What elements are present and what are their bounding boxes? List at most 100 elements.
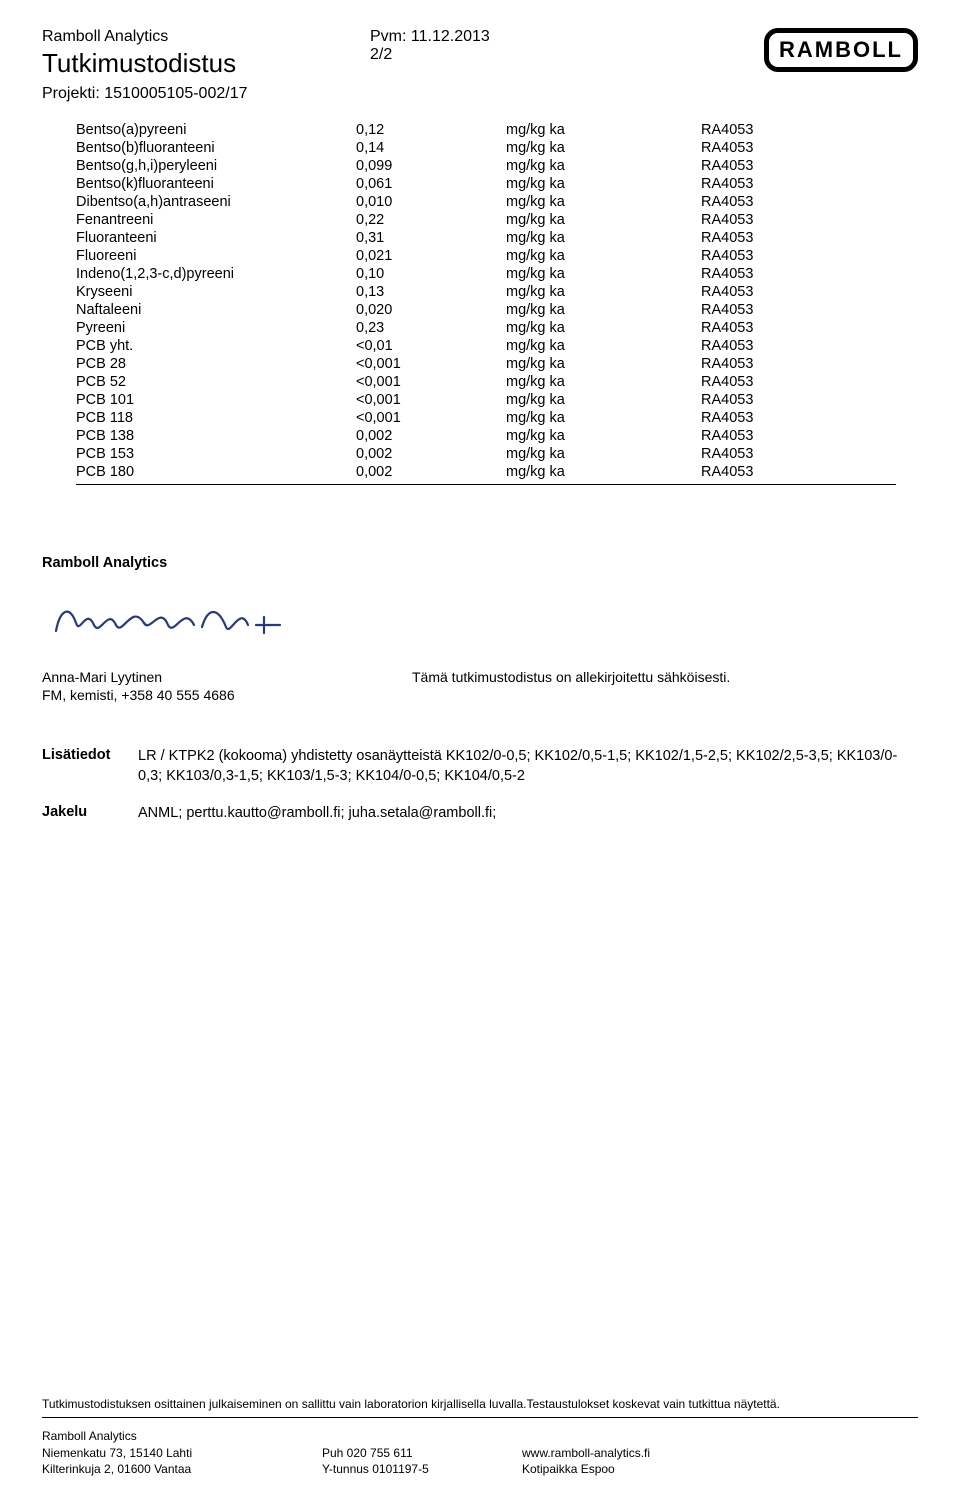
analyte-value: 0,13 — [356, 283, 506, 301]
table-row: Bentso(b)fluoranteeni0,14mg/kg kaRA4053 — [76, 139, 896, 157]
analyte-name: Kryseeni — [76, 283, 356, 301]
analyte-value: 0,061 — [356, 175, 506, 193]
signature-svg — [50, 597, 310, 641]
method-code: RA4053 — [701, 337, 896, 355]
page-number: 2/2 — [370, 46, 490, 64]
method-code: RA4053 — [701, 445, 896, 463]
jakelu-row: Jakelu ANML; perttu.kautto@ramboll.fi; j… — [42, 804, 918, 824]
table-row: PCB 118<0,001mg/kg kaRA4053 — [76, 409, 896, 427]
table-row: PCB 1800,002mg/kg kaRA4053 — [76, 463, 896, 485]
table-row: Pyreeni0,23mg/kg kaRA4053 — [76, 319, 896, 337]
lisatiedot-text: LR / KTPK2 (kokooma) yhdistetty osanäytt… — [138, 747, 898, 786]
ramboll-logo: RAMBOLL — [764, 28, 918, 72]
analyte-value: 0,010 — [356, 193, 506, 211]
method-code: RA4053 — [701, 319, 896, 337]
method-code: RA4053 — [701, 121, 896, 139]
footer-columns: Ramboll Analytics Niemenkatu 73, 15140 L… — [42, 1428, 918, 1477]
analyte-name: PCB 28 — [76, 355, 356, 373]
analyte-value: 0,002 — [356, 463, 506, 485]
analyte-unit: mg/kg ka — [506, 391, 701, 409]
table-row: PCB 1380,002mg/kg kaRA4053 — [76, 427, 896, 445]
analyte-name: Bentso(k)fluoranteeni — [76, 175, 356, 193]
method-code: RA4053 — [701, 283, 896, 301]
header-meta: Pvm: 11.12.2013 2/2 — [370, 28, 490, 64]
analyte-name: PCB 180 — [76, 463, 356, 485]
footer-col-2: Puh 020 755 611 Y-tunnus 0101197-5 — [322, 1428, 522, 1477]
analyte-value: <0,001 — [356, 391, 506, 409]
method-code: RA4053 — [701, 229, 896, 247]
table-row: PCB 101<0,001mg/kg kaRA4053 — [76, 391, 896, 409]
table-row: Bentso(g,h,i)peryleeni0,099mg/kg kaRA405… — [76, 157, 896, 175]
method-code: RA4053 — [701, 139, 896, 157]
analyte-unit: mg/kg ka — [506, 355, 701, 373]
analyte-name: Naftaleeni — [76, 301, 356, 319]
analyte-name: PCB 101 — [76, 391, 356, 409]
analyte-value: 0,31 — [356, 229, 506, 247]
analyte-unit: mg/kg ka — [506, 229, 701, 247]
analyte-name: PCB 153 — [76, 445, 356, 463]
analyte-unit: mg/kg ka — [506, 373, 701, 391]
method-code: RA4053 — [701, 247, 896, 265]
signer-title: FM, kemisti, +358 40 555 4686 — [42, 687, 412, 703]
footer-col-1: Ramboll Analytics Niemenkatu 73, 15140 L… — [42, 1428, 322, 1477]
method-code: RA4053 — [701, 391, 896, 409]
analyte-unit: mg/kg ka — [506, 139, 701, 157]
analyte-name: Fluoreeni — [76, 247, 356, 265]
info-block: Lisätiedot LR / KTPK2 (kokooma) yhdistet… — [42, 747, 918, 824]
table-row: PCB 52<0,001mg/kg kaRA4053 — [76, 373, 896, 391]
footer-kotipaikka: Kotipaikka Espoo — [522, 1461, 650, 1477]
table-row: Dibentso(a,h)antraseeni0,010mg/kg kaRA40… — [76, 193, 896, 211]
project-line: Projekti: 1510005105-002/17 — [42, 85, 764, 103]
analyte-name: Indeno(1,2,3-c,d)pyreeni — [76, 265, 356, 283]
date-line: Pvm: 11.12.2013 — [370, 28, 490, 46]
analyte-value: 0,23 — [356, 319, 506, 337]
analyte-unit: mg/kg ka — [506, 337, 701, 355]
method-code: RA4053 — [701, 211, 896, 229]
footer-addr-2: Kilterinkuja 2, 01600 Vantaa — [42, 1461, 322, 1477]
analyte-name: PCB 118 — [76, 409, 356, 427]
analyte-unit: mg/kg ka — [506, 175, 701, 193]
method-code: RA4053 — [701, 157, 896, 175]
analyte-value: <0,001 — [356, 373, 506, 391]
method-code: RA4053 — [701, 301, 896, 319]
analyte-name: PCB yht. — [76, 337, 356, 355]
analyte-value: 0,10 — [356, 265, 506, 283]
table-row: Fluoreeni0,021mg/kg kaRA4053 — [76, 247, 896, 265]
signature-image — [50, 597, 918, 641]
footer-company: Ramboll Analytics — [42, 1428, 322, 1444]
header-logo-wrap: RAMBOLL — [764, 28, 918, 72]
method-code: RA4053 — [701, 175, 896, 193]
esign-note: Tämä tutkimustodistus on allekirjoitettu… — [412, 669, 730, 703]
analyte-value: 0,002 — [356, 427, 506, 445]
table-row: Bentso(a)pyreeni0,12mg/kg kaRA4053 — [76, 121, 896, 139]
jakelu-label: Jakelu — [42, 804, 138, 824]
analyte-name: PCB 52 — [76, 373, 356, 391]
method-code: RA4053 — [701, 265, 896, 283]
analyte-value: 0,14 — [356, 139, 506, 157]
footer-phone: Puh 020 755 611 — [322, 1445, 522, 1461]
analyte-value: 0,22 — [356, 211, 506, 229]
analyte-name: PCB 138 — [76, 427, 356, 445]
table-row: Fluoranteeni0,31mg/kg kaRA4053 — [76, 229, 896, 247]
analyte-unit: mg/kg ka — [506, 319, 701, 337]
analyte-name: Bentso(g,h,i)peryleeni — [76, 157, 356, 175]
analyte-unit: mg/kg ka — [506, 157, 701, 175]
jakelu-text: ANML; perttu.kautto@ramboll.fi; juha.set… — [138, 804, 496, 824]
table-row: Fenantreeni0,22mg/kg kaRA4053 — [76, 211, 896, 229]
table-row: PCB yht.<0,01mg/kg kaRA4053 — [76, 337, 896, 355]
analyte-value: <0,001 — [356, 355, 506, 373]
analyte-value: 0,12 — [356, 121, 506, 139]
analyte-value: <0,001 — [356, 409, 506, 427]
signature-section: Ramboll Analytics Anna-Mari Lyytinen FM,… — [42, 555, 918, 824]
analyte-unit: mg/kg ka — [506, 445, 701, 463]
analyte-unit: mg/kg ka — [506, 409, 701, 427]
results-table: Bentso(a)pyreeni0,12mg/kg kaRA4053Bentso… — [76, 121, 896, 485]
method-code: RA4053 — [701, 355, 896, 373]
analyte-unit: mg/kg ka — [506, 265, 701, 283]
footer-spacer-2 — [522, 1428, 650, 1444]
table-row: Indeno(1,2,3-c,d)pyreeni0,10mg/kg kaRA40… — [76, 265, 896, 283]
analyte-name: Pyreeni — [76, 319, 356, 337]
analyte-unit: mg/kg ka — [506, 283, 701, 301]
signer-left: Anna-Mari Lyytinen FM, kemisti, +358 40 … — [42, 669, 412, 703]
analyte-name: Fenantreeni — [76, 211, 356, 229]
